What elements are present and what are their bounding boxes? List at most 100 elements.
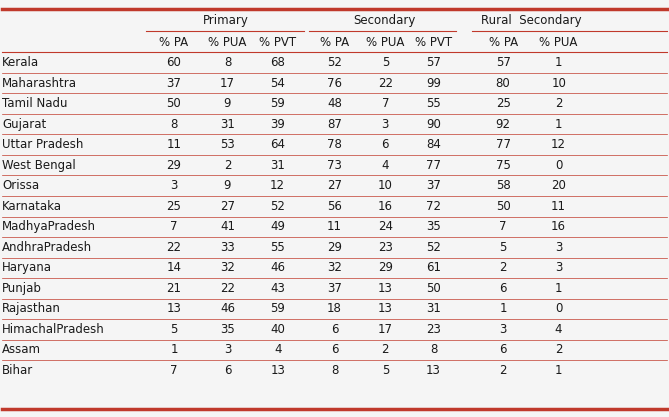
Text: 37: 37 [167,77,181,90]
Text: 5: 5 [499,241,507,254]
Text: 55: 55 [270,241,285,254]
Text: 4: 4 [555,323,563,336]
Text: 25: 25 [167,200,181,213]
Text: 23: 23 [426,323,441,336]
Text: Rajasthan: Rajasthan [2,302,61,315]
Text: 0: 0 [555,159,563,172]
Text: 6: 6 [330,344,339,357]
Text: HimachalPradesh: HimachalPradesh [2,323,105,336]
Text: 22: 22 [220,282,235,295]
Text: Haryana: Haryana [2,261,52,274]
Text: 3: 3 [170,179,178,192]
Text: Rural  Secondary: Rural Secondary [480,14,581,27]
Text: 77: 77 [426,159,441,172]
Text: 23: 23 [378,241,393,254]
Text: 8: 8 [170,118,178,131]
Text: 11: 11 [551,200,566,213]
Text: 1: 1 [555,282,563,295]
Text: 61: 61 [426,261,441,274]
Text: 5: 5 [381,56,389,69]
Text: Gujarat: Gujarat [2,118,46,131]
Text: 31: 31 [220,118,235,131]
Text: 43: 43 [270,282,285,295]
Text: 6: 6 [499,344,507,357]
Text: 1: 1 [170,344,178,357]
Text: 3: 3 [555,241,563,254]
Text: 17: 17 [220,77,235,90]
Text: % PA: % PA [320,35,349,48]
Text: 20: 20 [551,179,566,192]
Text: West Bengal: West Bengal [2,159,76,172]
Text: 84: 84 [426,138,441,151]
Text: 68: 68 [270,56,285,69]
Text: 27: 27 [327,179,342,192]
Text: 46: 46 [220,302,235,315]
Text: 64: 64 [270,138,285,151]
Text: 9: 9 [223,97,231,110]
Text: 17: 17 [378,323,393,336]
Text: 50: 50 [496,200,510,213]
Text: 29: 29 [378,261,393,274]
Text: 7: 7 [170,364,178,377]
Text: 2: 2 [381,344,389,357]
Text: 57: 57 [426,56,441,69]
Text: MadhyaPradesh: MadhyaPradesh [2,220,96,233]
Text: 39: 39 [270,118,285,131]
Text: 50: 50 [167,97,181,110]
Text: 32: 32 [327,261,342,274]
Text: 3: 3 [381,118,389,131]
Text: 87: 87 [327,118,342,131]
Text: 60: 60 [167,56,181,69]
Text: 52: 52 [327,56,342,69]
Text: 2: 2 [223,159,231,172]
Text: 1: 1 [555,56,563,69]
Text: 25: 25 [496,97,510,110]
Text: 2: 2 [555,344,563,357]
Text: 8: 8 [223,56,231,69]
Text: Orissa: Orissa [2,179,39,192]
Text: % PVT: % PVT [259,35,296,48]
Text: 59: 59 [270,97,285,110]
Text: 22: 22 [378,77,393,90]
Text: 11: 11 [167,138,181,151]
Text: 57: 57 [496,56,510,69]
Text: 13: 13 [378,302,393,315]
Text: Maharashtra: Maharashtra [2,77,77,90]
Text: 73: 73 [327,159,342,172]
Text: Karnataka: Karnataka [2,200,62,213]
Text: % PUA: % PUA [208,35,247,48]
Text: Uttar Pradesh: Uttar Pradesh [2,138,84,151]
Text: 59: 59 [270,302,285,315]
Text: 72: 72 [426,200,441,213]
Text: 40: 40 [270,323,285,336]
Text: 50: 50 [426,282,441,295]
Text: 8: 8 [429,344,438,357]
Text: 22: 22 [167,241,181,254]
Text: 1: 1 [555,364,563,377]
Text: 4: 4 [381,159,389,172]
Text: Assam: Assam [2,344,41,357]
Text: 9: 9 [223,179,231,192]
Text: 7: 7 [381,97,389,110]
Text: 49: 49 [270,220,285,233]
Text: % PA: % PA [159,35,189,48]
Text: 29: 29 [167,159,181,172]
Text: 55: 55 [426,97,441,110]
Text: 18: 18 [327,302,342,315]
Text: 58: 58 [496,179,510,192]
Text: 29: 29 [327,241,342,254]
Text: 4: 4 [274,344,282,357]
Text: 53: 53 [220,138,235,151]
Text: % PUA: % PUA [539,35,578,48]
Text: Kerala: Kerala [2,56,39,69]
Text: 2: 2 [555,97,563,110]
Text: 7: 7 [499,220,507,233]
Text: 14: 14 [167,261,181,274]
Text: 52: 52 [270,200,285,213]
Text: Punjab: Punjab [2,282,42,295]
Text: 1: 1 [555,118,563,131]
Text: 3: 3 [499,323,507,336]
Text: 48: 48 [327,97,342,110]
Text: 33: 33 [220,241,235,254]
Text: 3: 3 [223,344,231,357]
